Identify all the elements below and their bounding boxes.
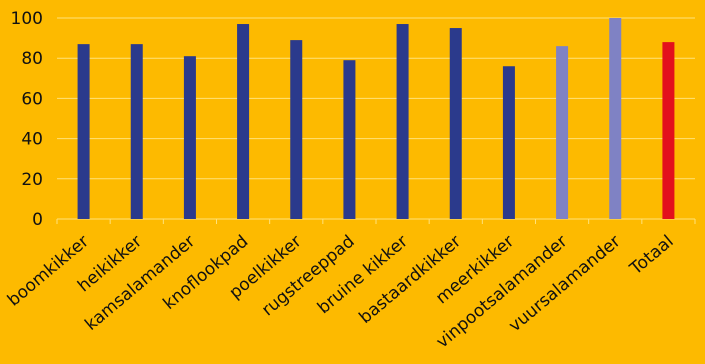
bar-vuursalamander — [609, 18, 622, 219]
x-label-rugstreeppad: rugstreeppad — [258, 232, 358, 321]
x-label-totaal: Totaal — [626, 232, 678, 280]
bars — [77, 18, 675, 220]
y-tick-label-0: 0 — [32, 210, 43, 230]
y-tick-label-100: 100 — [11, 9, 43, 29]
bar-heikikker — [130, 44, 143, 219]
gridlines — [56, 17, 696, 224]
y-tick-label-60: 60 — [21, 89, 43, 109]
y-tick-label-20: 20 — [21, 170, 43, 190]
bar-boomkikker — [77, 44, 90, 219]
bar-rugstreeppad — [343, 60, 356, 220]
x-axis-category-labels: boomkikkerheikikkerkamsalamanderknoflook… — [4, 232, 678, 353]
bar-totaal — [662, 42, 675, 220]
bar-poelkikker — [290, 40, 303, 219]
bar-bruine-kikker — [396, 24, 409, 220]
y-axis-tick-labels: 0 20 40 60 80 100 — [11, 9, 43, 230]
bar-knoflookpad — [237, 24, 250, 220]
y-tick-label-80: 80 — [21, 49, 43, 69]
bar-vinpootsalamander — [556, 46, 569, 219]
bar-bastaardkikker — [449, 28, 462, 219]
y-tick-label-40: 40 — [21, 130, 43, 150]
x-label-boomkikker: boomkikker — [4, 232, 93, 311]
bar-kamsalamander — [183, 56, 196, 219]
bar-meerkikker — [502, 66, 515, 220]
